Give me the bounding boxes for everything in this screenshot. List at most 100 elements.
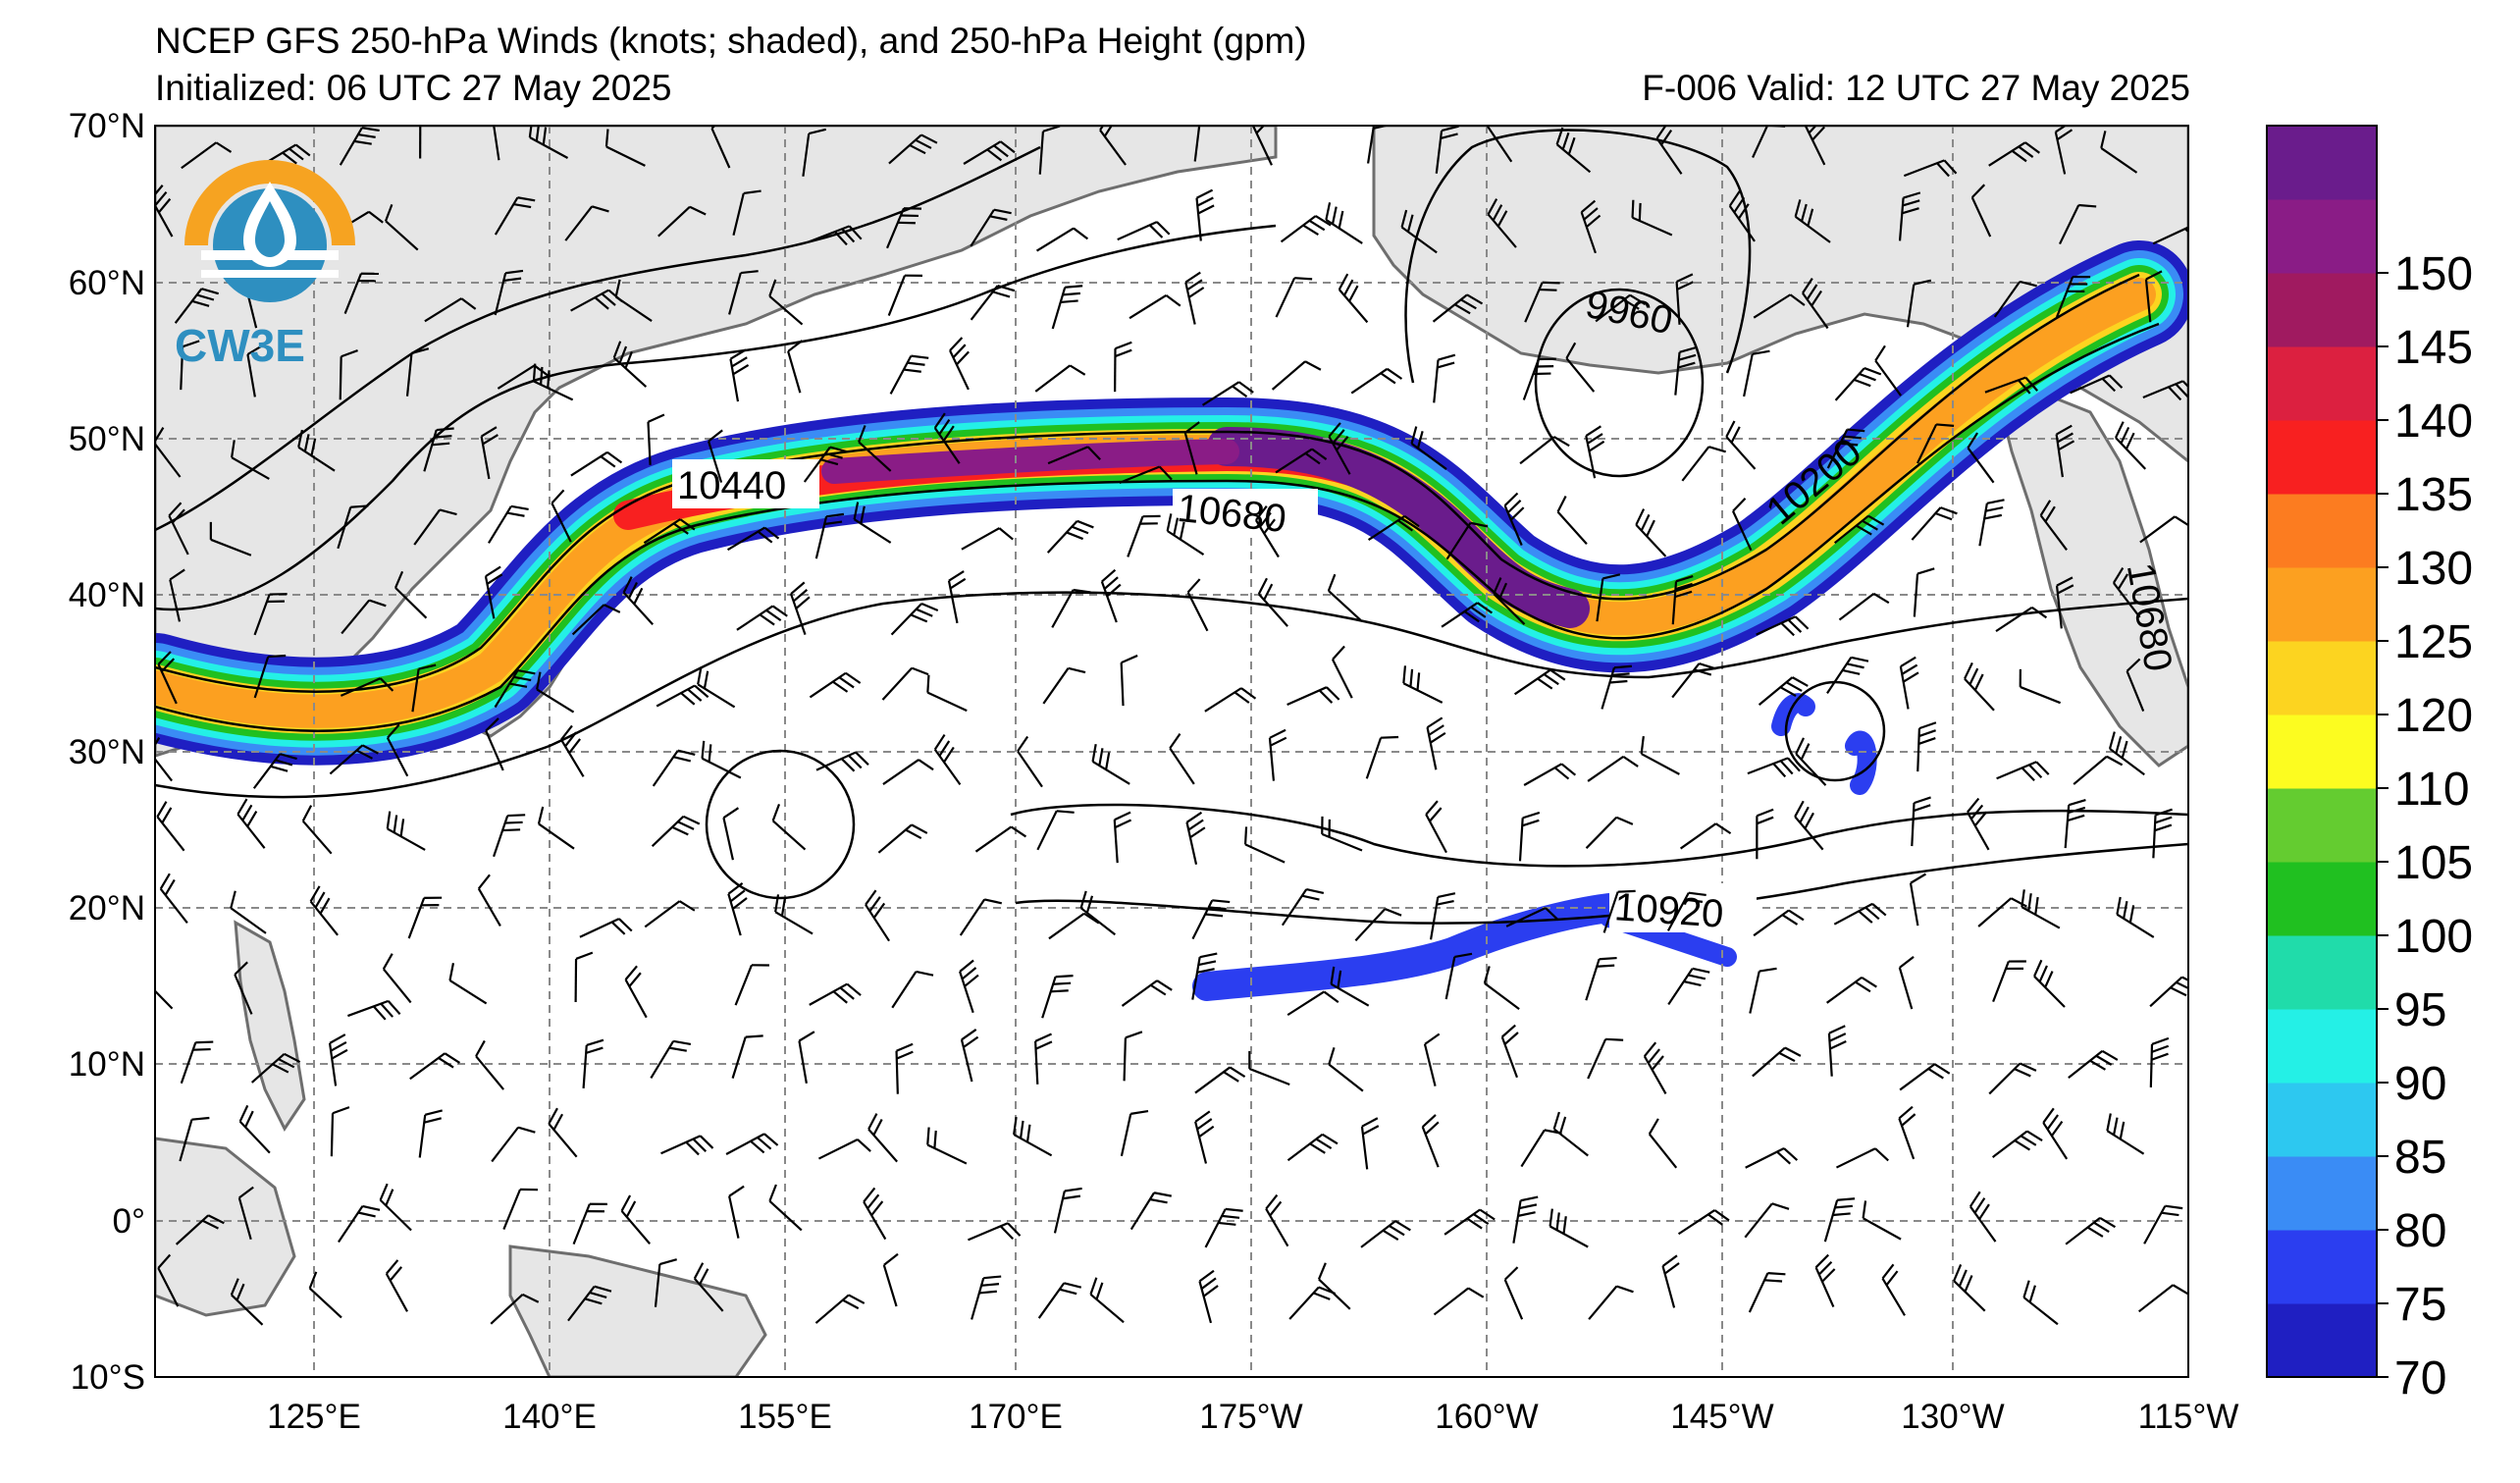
wind-barb (1966, 797, 1990, 851)
colorbar (2267, 126, 2377, 1378)
land-borneo (155, 1137, 296, 1317)
lon-axis: 125°E 140°E 155°E 170°E 175°W 160°W 145°… (267, 1398, 2238, 1436)
wind-barb (1992, 960, 2026, 1003)
lat-label: 10°N (69, 1045, 145, 1084)
wind-barb (155, 731, 173, 782)
wind-barb (488, 504, 529, 544)
wind-barb (971, 1275, 1002, 1320)
wind-barb (1365, 735, 1399, 779)
valid-time: F-006 Valid: 12 UTC 27 May 2025 (1642, 68, 2190, 108)
colorbar-segment (2267, 567, 2377, 642)
wind-barb (1425, 800, 1447, 854)
wind-barb (1100, 568, 1122, 623)
colorbar-label: 110 (2394, 764, 2470, 816)
lat-label: 30°N (69, 733, 145, 771)
wind-barb (728, 270, 759, 315)
wind-barb (889, 354, 929, 395)
wind-barb (407, 896, 443, 939)
wind-barb (2112, 567, 2141, 618)
wind-barb (1749, 967, 1777, 1014)
wind-barb (1184, 271, 1205, 325)
wind-barb (863, 1187, 887, 1241)
colorbar-label: 120 (2394, 690, 2473, 742)
wind-barb (651, 815, 701, 847)
wind-barb (1275, 277, 1313, 318)
lon-label: 145°W (1670, 1398, 1773, 1436)
wind-barb (484, 565, 503, 619)
wind-barb (419, 126, 422, 159)
wind-barb (418, 1109, 443, 1158)
wind-barb (180, 340, 200, 391)
wind-barb (789, 581, 811, 635)
wind-barb (1988, 141, 2040, 167)
lat-label: 40°N (69, 576, 145, 614)
colorbar-label: 140 (2394, 396, 2473, 448)
wind-barb (1046, 519, 1094, 554)
wind-barb (612, 341, 648, 388)
wind-barb (1327, 573, 1362, 621)
wind-barb (494, 269, 524, 316)
wind-barb (1666, 891, 1706, 931)
wind-barb (1744, 1202, 1790, 1239)
wind-barb (1748, 1272, 1786, 1313)
wind-barb (1826, 656, 1869, 694)
wind-barb (891, 970, 934, 1009)
wind-barb (2055, 275, 2091, 318)
wind-barb (2065, 1216, 2117, 1245)
colorbar-segment (2267, 126, 2377, 200)
wind-barb (881, 666, 929, 701)
wind-barb (485, 717, 504, 771)
colorbar-label: 150 (2394, 248, 2473, 300)
wind-barb (1248, 1050, 1290, 1086)
colorbar-segment (2267, 420, 2377, 495)
wind-barb (1671, 662, 1717, 699)
wind-barb (1881, 1263, 1906, 1316)
wind-barb (1435, 126, 1459, 174)
wind-barb (1503, 1266, 1524, 1320)
wind-barb (798, 1031, 815, 1085)
wind-barb (1483, 966, 1520, 1011)
lon-label: 125°E (267, 1398, 361, 1436)
cw3e-logo: CW3E (175, 160, 355, 371)
colorbar-label: 145 (2394, 322, 2473, 374)
logo-arc (184, 160, 355, 246)
wind-barb (1321, 816, 1363, 852)
wind-barb (1119, 465, 1173, 484)
wind-barb (1204, 1207, 1243, 1248)
wind-barb (1549, 1208, 1589, 1248)
wind-barb (1444, 952, 1473, 1000)
contour-label-10440: 10440 (677, 464, 786, 507)
land-philippines (234, 920, 306, 1132)
wind-barb (339, 349, 358, 400)
colorbar-label: 80 (2394, 1205, 2446, 1257)
wind-barb (1191, 899, 1231, 940)
wind-barb (156, 801, 185, 852)
wind-barb (1795, 737, 1827, 786)
wind-barb (1585, 425, 1605, 479)
wind-barb (1252, 126, 1273, 166)
wind-barb (774, 894, 814, 935)
wind-barb (1725, 420, 1757, 470)
wind-barb (1913, 567, 1935, 617)
cutoff-patch (1771, 693, 1815, 736)
wind-barb (890, 603, 939, 636)
wind-barb (1601, 664, 1632, 710)
initialized-time: Initialized: 06 UTC 27 May 2025 (155, 68, 672, 108)
wind-barb (1325, 202, 1363, 244)
wind-barb (656, 684, 709, 708)
wind-barb (803, 446, 848, 483)
wind-barb (1041, 975, 1074, 1019)
wind-barb (926, 1127, 968, 1165)
wind-barb (1794, 800, 1824, 851)
wind-barb (2115, 421, 2147, 470)
wind-barb (475, 1039, 504, 1090)
wind-barb (1275, 448, 1328, 474)
wind-barb (1493, 577, 1526, 625)
wind-barb (1667, 967, 1710, 1006)
wind-barb (1113, 811, 1132, 864)
wind-barb (1129, 293, 1181, 320)
wind-barb (234, 961, 253, 1015)
wind-barb (1631, 199, 1673, 237)
wind-barb (236, 798, 266, 849)
colorbar-label: 95 (2394, 984, 2446, 1036)
